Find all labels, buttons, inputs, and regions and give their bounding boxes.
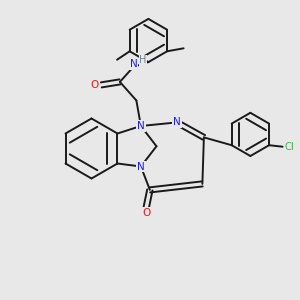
Text: H: H [139, 55, 147, 65]
Text: O: O [91, 80, 99, 90]
Text: Cl: Cl [284, 142, 294, 152]
Text: N: N [173, 117, 181, 128]
Text: N: N [137, 121, 145, 131]
Text: O: O [142, 208, 150, 218]
Text: N: N [130, 59, 137, 69]
Text: N: N [137, 161, 145, 172]
